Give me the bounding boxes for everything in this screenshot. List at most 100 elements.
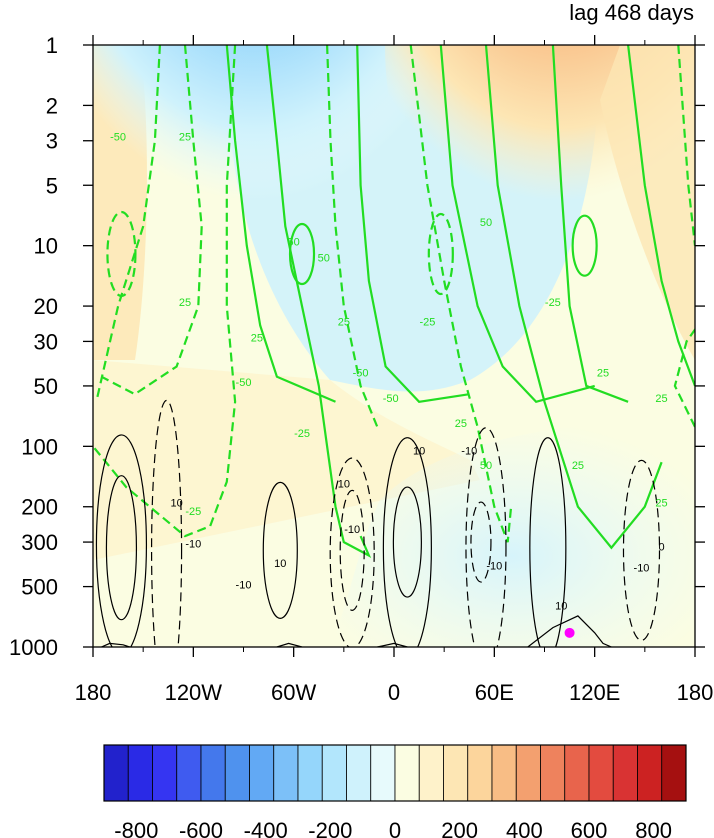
green-contour-line	[225, 45, 336, 403]
green-contour-label: 50	[288, 237, 300, 249]
location-marker	[564, 627, 575, 638]
y-tick-label: 1	[46, 33, 58, 58]
green-contour-loop	[427, 212, 454, 296]
x-tick-label: 180	[75, 680, 112, 705]
black-contour-loop	[622, 459, 661, 641]
green-contour-label: -25	[185, 506, 201, 518]
black-contours	[95, 399, 661, 647]
black-contour-label: -10	[461, 446, 477, 458]
colorbar-swatch	[612, 744, 638, 802]
black-contour-line	[377, 642, 408, 647]
green-contour-line	[673, 327, 695, 428]
y-tick-label: 30	[34, 329, 58, 354]
contour-labels: -50 25 25 -50 50 25 -25 50 25 -50 -50 -25 25 50 50 -25 2…	[110, 132, 668, 613]
black-contour-label: 10	[413, 446, 425, 458]
green-contour-line	[93, 45, 237, 538]
colorbar-swatch	[394, 744, 420, 802]
colorbar-label: -200	[308, 818, 352, 838]
colorbar-swatch	[588, 744, 614, 802]
colorbar-swatch	[443, 744, 469, 802]
plot-area: -50 25 25 -50 50 25 -25 50 25 -50 -50 -25 25 50 50 -25 2…	[92, 44, 696, 648]
black-contour-line	[527, 615, 612, 647]
green-contour-line	[95, 45, 161, 403]
green-contour-line	[551, 45, 629, 403]
green-contour-line	[484, 45, 663, 550]
negative-region-lower	[330, 420, 695, 647]
green-contour-label: 25	[338, 317, 350, 329]
y-tick-label: 300	[21, 530, 58, 555]
green-contour-line	[326, 45, 379, 428]
black-contour-line	[101, 642, 130, 647]
black-contour-label: 0	[658, 541, 664, 553]
black-contour-label: -10	[185, 539, 201, 551]
black-contour-label: -10	[486, 560, 502, 572]
shading-layer	[93, 45, 695, 647]
colorbar-label: 600	[571, 818, 608, 838]
green-contour-label: -25	[545, 297, 561, 309]
green-contour-loop	[288, 222, 316, 286]
y-tick-label: 3	[46, 129, 58, 154]
black-contour-loop	[382, 437, 432, 647]
colorbar-swatch	[273, 744, 299, 802]
black-contour-label: -10	[634, 562, 650, 574]
y-tick-label: 20	[34, 294, 58, 319]
positive-region-lower	[93, 360, 480, 560]
black-contour-line	[276, 642, 303, 647]
green-contour-line	[409, 45, 513, 543]
colorbar-label: -600	[179, 818, 223, 838]
y-tick-label: 1000	[9, 635, 58, 660]
colorbar-swatch	[224, 744, 250, 802]
y-tick-label: 5	[46, 173, 58, 198]
y-tick-label: 500	[21, 575, 58, 600]
black-contour-loop	[95, 434, 148, 647]
green-contour-label: -50	[110, 132, 126, 144]
black-contour-loop	[470, 501, 492, 583]
colorbar-swatch	[467, 744, 493, 802]
colorbar-swatch	[661, 744, 687, 802]
y-tick-label: 10	[34, 234, 58, 259]
green-contour-loop	[106, 210, 137, 298]
x-axis: 180 120W 60W 0 60E 120E 180	[75, 35, 714, 705]
black-contour-loop	[262, 481, 298, 619]
colorbar-label: -400	[244, 818, 288, 838]
green-contour-line	[677, 45, 695, 246]
colorbar-label: 200	[441, 818, 478, 838]
black-contour-loop	[529, 437, 567, 647]
x-tick-label: 0	[388, 680, 400, 705]
y-tick-label: 200	[21, 495, 58, 520]
green-contour-line	[265, 45, 372, 558]
black-contour-loop	[392, 486, 422, 598]
x-tick-label: 60W	[271, 680, 316, 705]
x-tick-label: 120E	[569, 680, 620, 705]
black-contour-label: 10	[170, 498, 182, 510]
colorbar-swatch	[297, 744, 323, 802]
colorbar-label: -800	[114, 818, 158, 838]
green-contour-loop	[571, 214, 598, 277]
y-tick-label: 2	[46, 93, 58, 118]
colorbar-label: 800	[635, 818, 672, 838]
green-contour-label: 25	[179, 297, 191, 309]
black-contour-label: -10	[344, 524, 360, 536]
x-tick-label: 60E	[475, 680, 514, 705]
colorbar-label: 0	[389, 818, 401, 838]
colorbar-label: 400	[506, 818, 543, 838]
green-contour-label: 25	[572, 460, 584, 472]
x-tick-label: 120W	[165, 680, 223, 705]
black-contour-label: 10	[338, 478, 350, 490]
colorbar-swatch	[249, 744, 275, 802]
colorbar-swatch	[540, 744, 566, 802]
black-contour-loop	[465, 427, 507, 647]
green-contour-label: -50	[236, 377, 252, 389]
colorbar-swatch	[637, 744, 663, 802]
colorbar-frame	[103, 744, 687, 802]
green-contour-label: -50	[353, 368, 369, 380]
black-contour-loop	[150, 399, 183, 647]
x-tick-label: 180	[677, 680, 714, 705]
green-contour-label: 50	[480, 460, 492, 472]
negative-core	[93, 45, 430, 305]
chart-title: lag 468 days	[569, 0, 694, 25]
black-contour-label: 10	[555, 600, 567, 612]
black-contour-loop	[329, 457, 375, 647]
green-contour-label: 50	[480, 217, 492, 229]
colorbar-swatch	[418, 744, 444, 802]
